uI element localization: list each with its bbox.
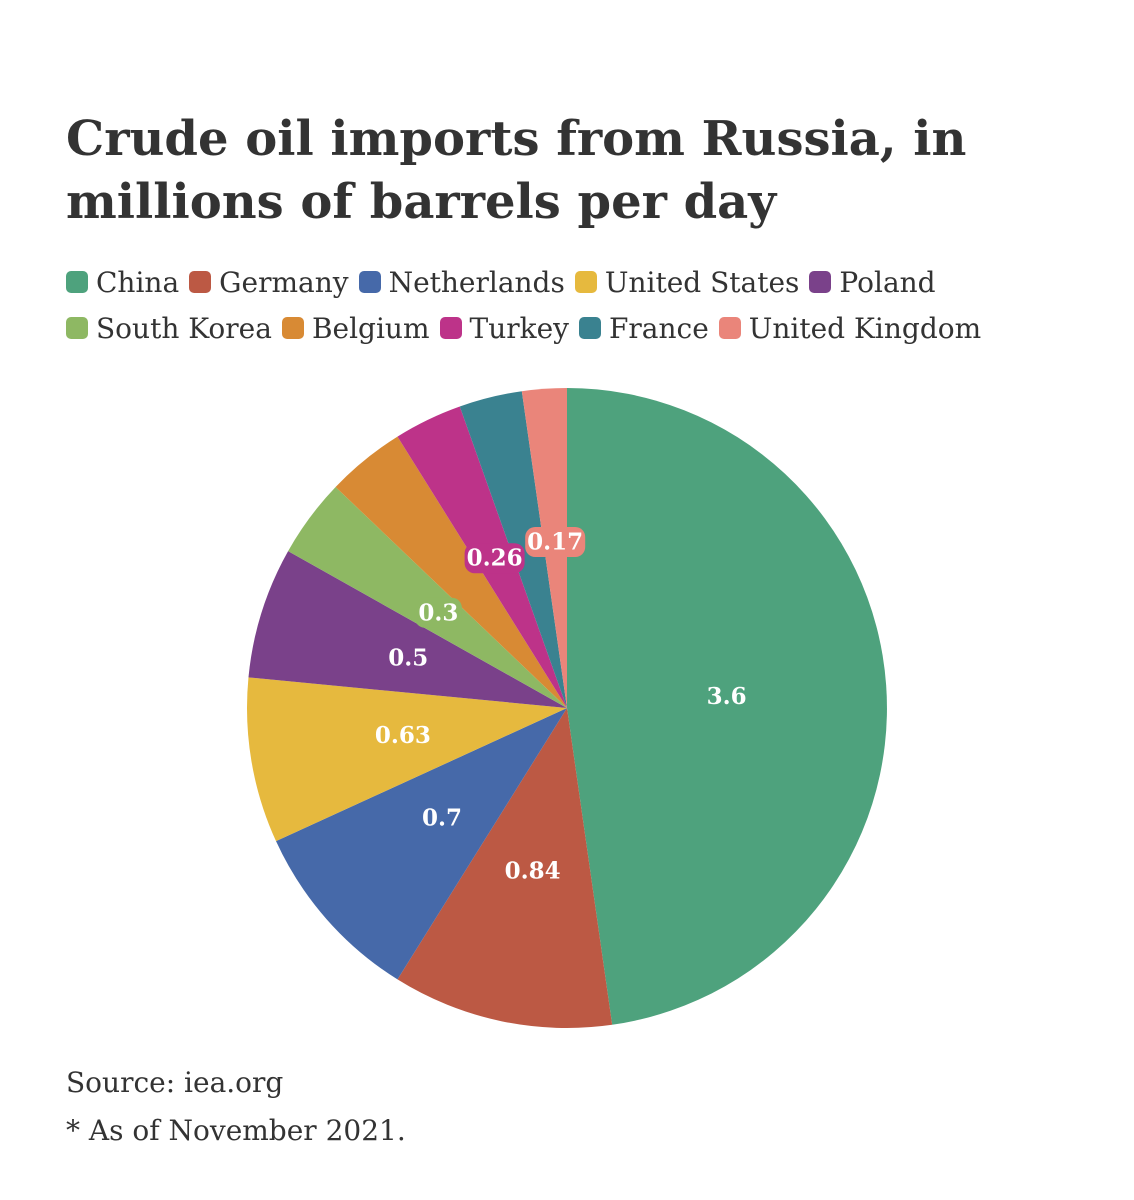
legend-label: Germany bbox=[219, 265, 349, 299]
legend-swatch bbox=[189, 271, 212, 293]
legend-item-united-states: United States bbox=[574, 264, 800, 300]
pie-slice-belgium bbox=[335, 436, 567, 708]
data-label-germany: 0.84 bbox=[505, 857, 561, 884]
legend-item-united-kingdom: United Kingdom bbox=[718, 310, 982, 346]
legend-item-south-korea: South Korea bbox=[66, 310, 272, 346]
legend-label: United Kingdom bbox=[748, 311, 982, 345]
chart-title: Crude oil imports from Russia, in millio… bbox=[66, 111, 967, 230]
legend-swatch bbox=[66, 317, 88, 339]
legend-swatch bbox=[574, 271, 597, 293]
data-label-china: 3.6 bbox=[707, 683, 747, 710]
pie-slice-south-korea bbox=[288, 486, 567, 708]
pie-slice-netherlands bbox=[276, 708, 567, 980]
pie-chart: 3.6 0.84 0.7 0.63 0.5 0.3 0.260.17 bbox=[247, 388, 887, 1028]
data-label-text: 0.63 bbox=[375, 722, 431, 749]
legend-swatch bbox=[66, 271, 88, 293]
legend-swatch bbox=[809, 271, 832, 293]
legend-swatch bbox=[281, 317, 304, 339]
legend-swatch bbox=[578, 317, 601, 339]
data-label-background bbox=[414, 597, 462, 628]
data-label-south-korea: 0.3 bbox=[414, 597, 462, 628]
data-label-united-kingdom: 0.17 bbox=[525, 527, 586, 557]
legend-item-netherlands: Netherlands bbox=[358, 264, 565, 300]
legend-label: France bbox=[608, 311, 709, 345]
legend-swatch bbox=[358, 271, 381, 293]
data-label-turkey: 0.26 bbox=[464, 543, 525, 574]
data-label-text: 0.17 bbox=[527, 529, 583, 556]
data-label-background bbox=[464, 543, 525, 574]
data-label-text: 3.6 bbox=[707, 683, 747, 710]
legend-swatch bbox=[718, 317, 741, 339]
legend-label: South Korea bbox=[96, 311, 272, 345]
data-label-text: 0.5 bbox=[388, 645, 428, 672]
legend-label: China bbox=[96, 265, 180, 299]
legend-label: United States bbox=[604, 265, 800, 299]
pie-slice-united-states bbox=[247, 677, 567, 842]
legend-label: Netherlands bbox=[388, 265, 565, 299]
legend-item-china: China bbox=[66, 264, 179, 300]
legend-item-germany: Germany bbox=[189, 264, 349, 300]
data-label-text: 0.7 bbox=[422, 804, 462, 831]
pie-slice-poland bbox=[248, 551, 567, 708]
pie-slice-germany bbox=[397, 708, 613, 1028]
date-footnote: * As of November 2021. bbox=[66, 1114, 406, 1147]
chart-legend: China Germany Netherlands United States Pola… bbox=[66, 264, 1116, 346]
data-label-background bbox=[525, 527, 586, 557]
data-label-poland: 0.5 bbox=[388, 645, 428, 672]
legend-item-turkey: Turkey bbox=[439, 310, 569, 346]
data-label-text: 0.84 bbox=[505, 857, 561, 884]
data-label-text: 0.26 bbox=[467, 545, 523, 572]
pie-slice-china bbox=[567, 388, 887, 1025]
data-label-netherlands: 0.7 bbox=[422, 804, 462, 831]
data-label-united-states: 0.63 bbox=[375, 722, 431, 749]
legend-swatch bbox=[439, 317, 462, 339]
legend-item-france: France bbox=[578, 310, 709, 346]
legend-label: Poland bbox=[839, 265, 936, 299]
legend-label: Turkey bbox=[469, 311, 569, 345]
legend-label: Belgium bbox=[311, 311, 430, 345]
legend-item-poland: Poland bbox=[809, 264, 936, 300]
data-label-text: 0.3 bbox=[418, 599, 458, 626]
legend-item-belgium: Belgium bbox=[281, 310, 430, 346]
source-note: Source: iea.org bbox=[66, 1066, 284, 1099]
